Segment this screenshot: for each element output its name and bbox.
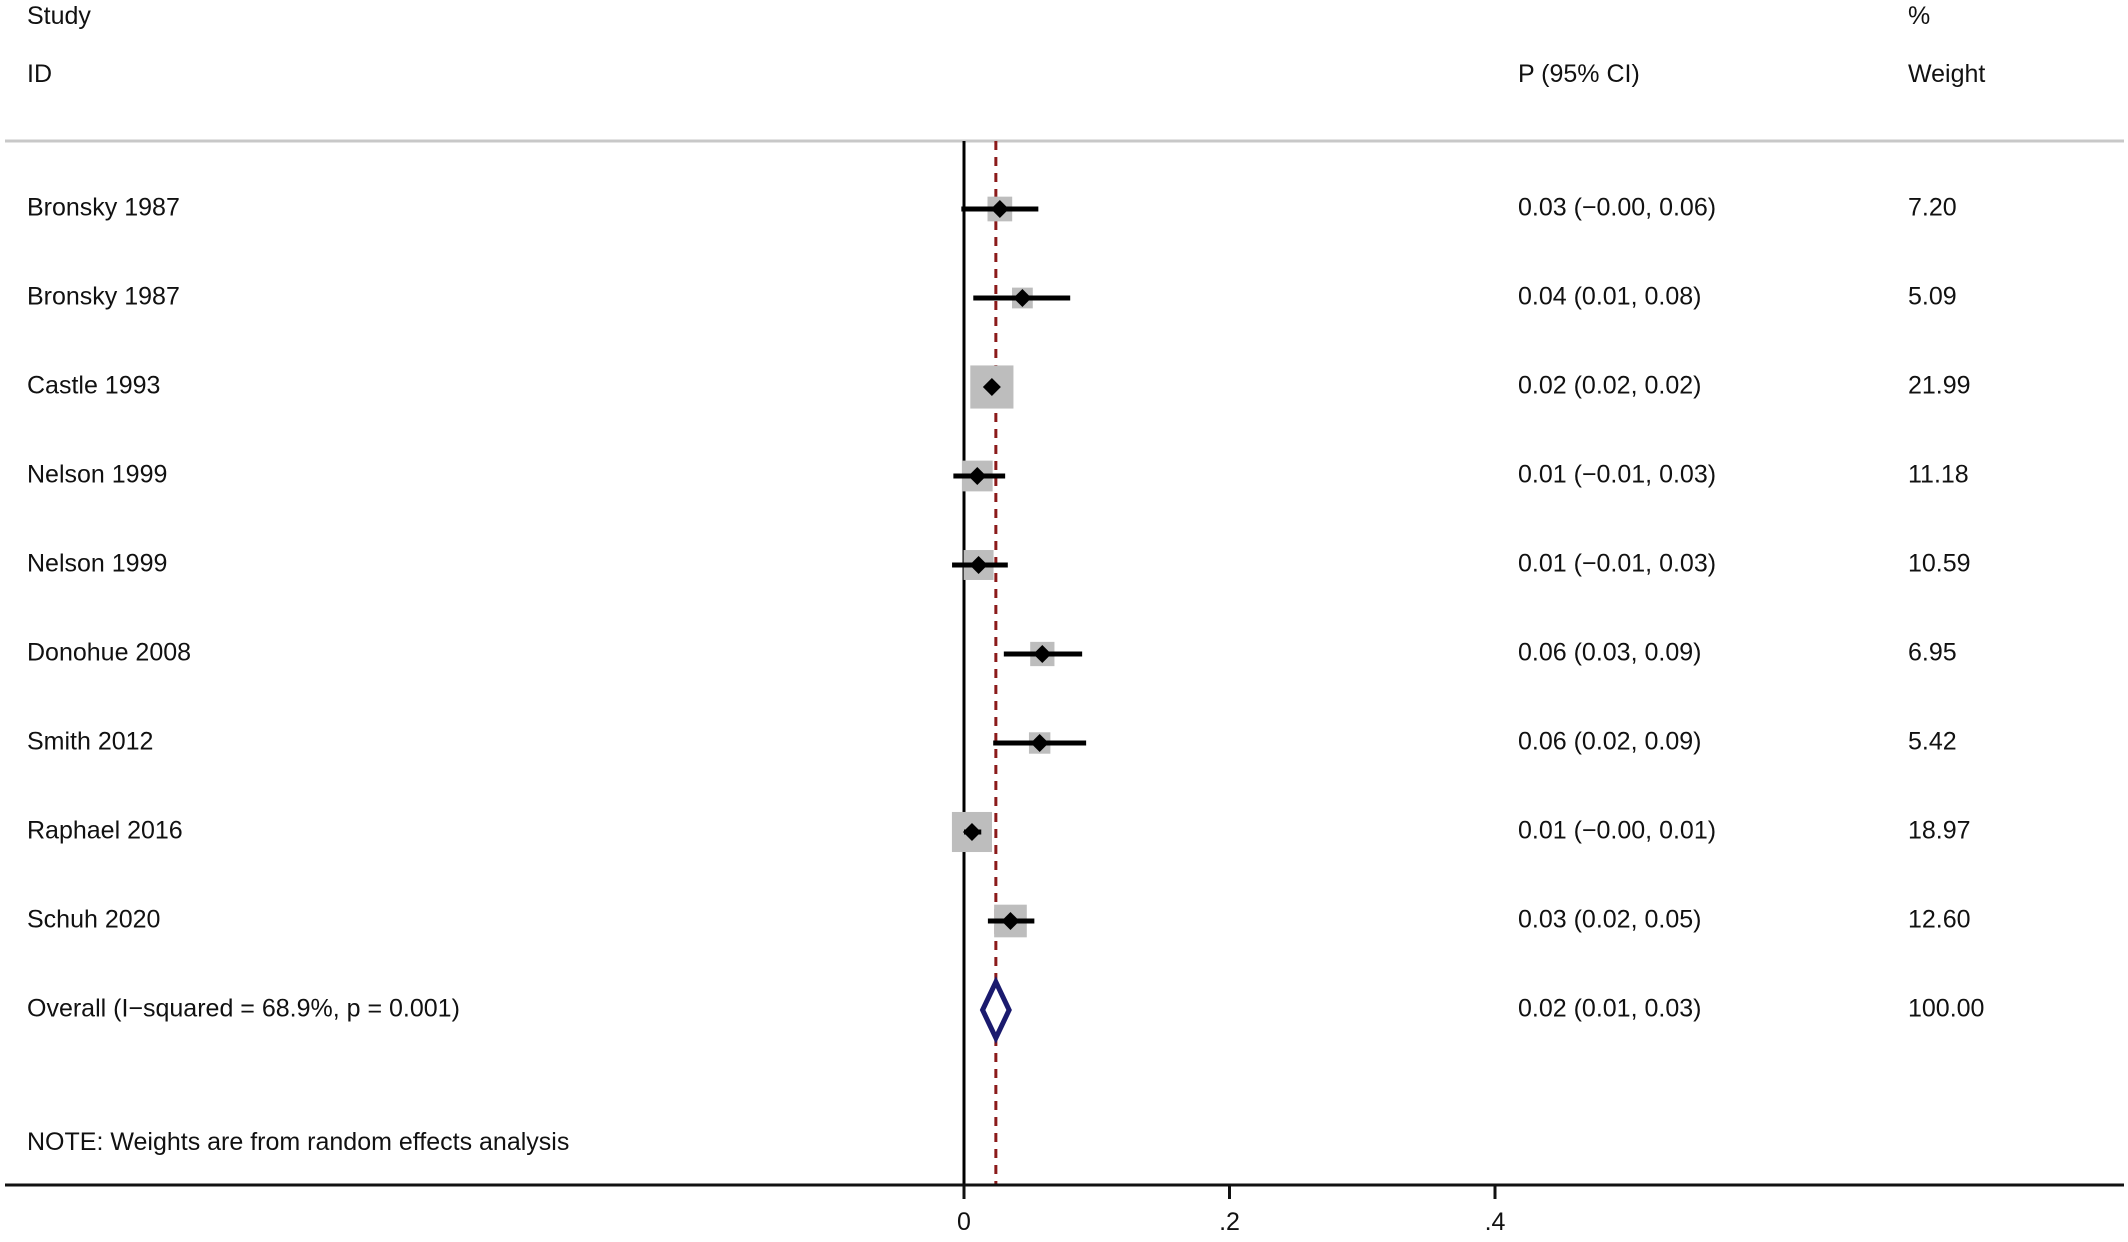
overall-label: Overall (I−squared = 68.9%, p = 0.001) bbox=[27, 995, 460, 1023]
study-weight-text: 6.95 bbox=[1908, 639, 1957, 667]
study-weight-text: 18.97 bbox=[1908, 817, 1971, 845]
study-label: Castle 1993 bbox=[27, 372, 160, 400]
point-estimate bbox=[969, 556, 988, 574]
study-label: Bronsky 1987 bbox=[27, 194, 180, 222]
study-ci-text: 0.03 (0.02, 0.05) bbox=[1518, 906, 1701, 934]
footnote: NOTE: Weights are from random effects an… bbox=[27, 1128, 569, 1156]
x-axis-ticks: 0 .2 .4 bbox=[957, 1185, 1506, 1236]
point-estimate bbox=[1013, 289, 1032, 307]
overall-ci-text: 0.02 (0.01, 0.03) bbox=[1518, 995, 1701, 1023]
study-label: Schuh 2020 bbox=[27, 906, 160, 934]
point-estimate bbox=[968, 467, 987, 485]
overall-diamond bbox=[979, 976, 1012, 1044]
study-weight-text: 10.59 bbox=[1908, 550, 1971, 578]
study-ci-text: 0.03 (−0.00, 0.06) bbox=[1518, 194, 1716, 222]
header-pct-label: % bbox=[1908, 2, 1930, 30]
study-ci-text: 0.06 (0.02, 0.09) bbox=[1518, 728, 1701, 756]
study-label: Nelson 1999 bbox=[27, 550, 167, 578]
point-estimate bbox=[1030, 734, 1049, 752]
study-ci-text: 0.01 (−0.01, 0.03) bbox=[1518, 550, 1716, 578]
study-ci-text: 0.01 (−0.01, 0.03) bbox=[1518, 461, 1716, 489]
study-label: Donohue 2008 bbox=[27, 639, 191, 667]
study-label: Smith 2012 bbox=[27, 728, 153, 756]
header-study-label: Study bbox=[27, 2, 91, 30]
study-weight-text: 5.42 bbox=[1908, 728, 1957, 756]
header-id-label: ID bbox=[27, 60, 52, 88]
point-estimate bbox=[1033, 645, 1052, 663]
study-weight-text: 7.20 bbox=[1908, 194, 1957, 222]
x-tick-label: 0 bbox=[957, 1208, 971, 1236]
x-tick-label: .4 bbox=[1485, 1208, 1506, 1236]
study-ci-text: 0.06 (0.03, 0.09) bbox=[1518, 639, 1701, 667]
forest-marks: Bronsky 1987 0.03 (−0.00, 0.06) 7.20 Bronsk… bbox=[27, 141, 1984, 1185]
study-weight-text: 12.60 bbox=[1908, 906, 1971, 934]
point-estimate bbox=[982, 378, 1001, 396]
overall-weight-text: 100.00 bbox=[1908, 995, 1984, 1023]
study-weight-text: 21.99 bbox=[1908, 372, 1971, 400]
study-label: Bronsky 1987 bbox=[27, 283, 180, 311]
point-estimate bbox=[1001, 912, 1020, 930]
point-estimate bbox=[962, 823, 981, 841]
x-tick-label: .2 bbox=[1219, 1208, 1240, 1236]
point-estimate bbox=[990, 200, 1009, 218]
study-weight-text: 11.18 bbox=[1908, 461, 1969, 489]
study-label: Raphael 2016 bbox=[27, 817, 183, 845]
header-weight-label: Weight bbox=[1908, 60, 1985, 88]
header-effect-label: P (95% CI) bbox=[1518, 60, 1640, 88]
study-ci-text: 0.01 (−0.00, 0.01) bbox=[1518, 817, 1716, 845]
study-ci-text: 0.02 (0.02, 0.02) bbox=[1518, 372, 1701, 400]
study-label: Nelson 1999 bbox=[27, 461, 167, 489]
study-ci-text: 0.04 (0.01, 0.08) bbox=[1518, 283, 1701, 311]
study-weight-text: 5.09 bbox=[1908, 283, 1957, 311]
